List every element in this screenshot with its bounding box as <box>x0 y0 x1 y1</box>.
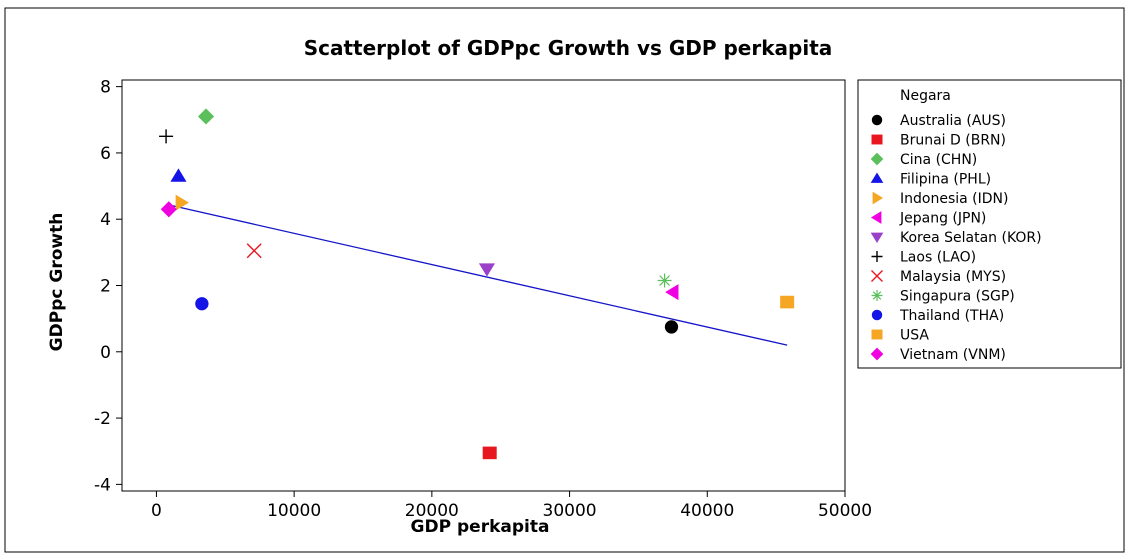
data-point <box>665 284 679 301</box>
y-tick-label: 6 <box>100 144 111 164</box>
data-points <box>159 108 795 460</box>
y-tick-label: -2 <box>94 409 111 429</box>
x-tick-label: 0 <box>151 501 162 521</box>
legend-marker <box>871 270 883 282</box>
legend-label: Brunai D (BRN) <box>900 133 1006 149</box>
legend-marker <box>870 152 884 166</box>
y-tick-label: 0 <box>100 343 111 363</box>
legend-box <box>857 79 1122 369</box>
y-tick-label: -4 <box>94 475 111 495</box>
legend-label: Vietnam (VNM) <box>900 347 1006 363</box>
legend-label: USA <box>900 328 929 344</box>
legend-marker <box>872 191 884 205</box>
y-axis: -4 -2 0 2 4 6 8 <box>94 78 122 495</box>
legend-label: Indonesia (IDN) <box>900 191 1008 207</box>
legend-marker <box>870 211 882 224</box>
y-tick-label: 8 <box>100 78 111 98</box>
data-point <box>197 108 215 125</box>
x-axis-label: GDP perkapita <box>411 517 550 537</box>
legend-marker <box>870 347 884 361</box>
legend-label: Jepang (JPN) <box>899 211 986 227</box>
x-axis: 0 10000 20000 30000 40000 50000 <box>151 491 872 521</box>
data-point <box>159 129 174 144</box>
data-point <box>482 446 497 460</box>
data-point <box>170 168 187 182</box>
legend-marker <box>871 309 883 321</box>
x-tick-label: 10000 <box>267 501 321 521</box>
legend-label: Laos (LAO) <box>900 250 976 266</box>
y-axis-label: GDPpc Growth <box>47 213 67 352</box>
legend-marker <box>871 290 883 301</box>
x-tick-label: 30000 <box>543 501 597 521</box>
legend-marker <box>871 134 883 145</box>
legend-marker <box>871 251 883 262</box>
chart-title: Scatterplot of GDPpc Growth vs GDP perka… <box>304 36 833 60</box>
legend-marker <box>870 172 884 183</box>
legend-label: Malaysia (MYS) <box>900 269 1006 285</box>
regression-line <box>165 203 788 346</box>
x-tick-label: 40000 <box>680 501 734 521</box>
legend-marker <box>871 114 883 126</box>
legend-label: Korea Selatan (KOR) <box>900 230 1042 246</box>
legend-label: Singapura (SGP) <box>900 289 1015 305</box>
data-point <box>478 263 495 277</box>
x-tick-label: 20000 <box>405 501 459 521</box>
data-point <box>160 201 177 218</box>
legend-label: Australia (AUS) <box>900 113 1006 129</box>
legend-label: Filipina (PHL) <box>900 172 991 188</box>
data-point <box>780 295 795 309</box>
legend-title: Negara <box>900 88 951 104</box>
data-point <box>195 297 209 311</box>
legend-label: Thailand (THA) <box>899 308 1004 324</box>
legend-marker <box>870 232 884 244</box>
y-tick-label: 4 <box>100 210 111 230</box>
legend-label: Cina (CHN) <box>900 152 977 168</box>
x-tick-label: 50000 <box>818 501 872 521</box>
data-point <box>246 243 262 259</box>
data-point <box>175 194 189 211</box>
data-point <box>664 320 679 334</box>
legend-marker <box>871 329 883 340</box>
legend: Australia (AUS) Brunai D (BRN) Cina (CHN) F… <box>870 113 1042 363</box>
y-tick-label: 2 <box>100 277 111 297</box>
data-point <box>657 273 672 288</box>
